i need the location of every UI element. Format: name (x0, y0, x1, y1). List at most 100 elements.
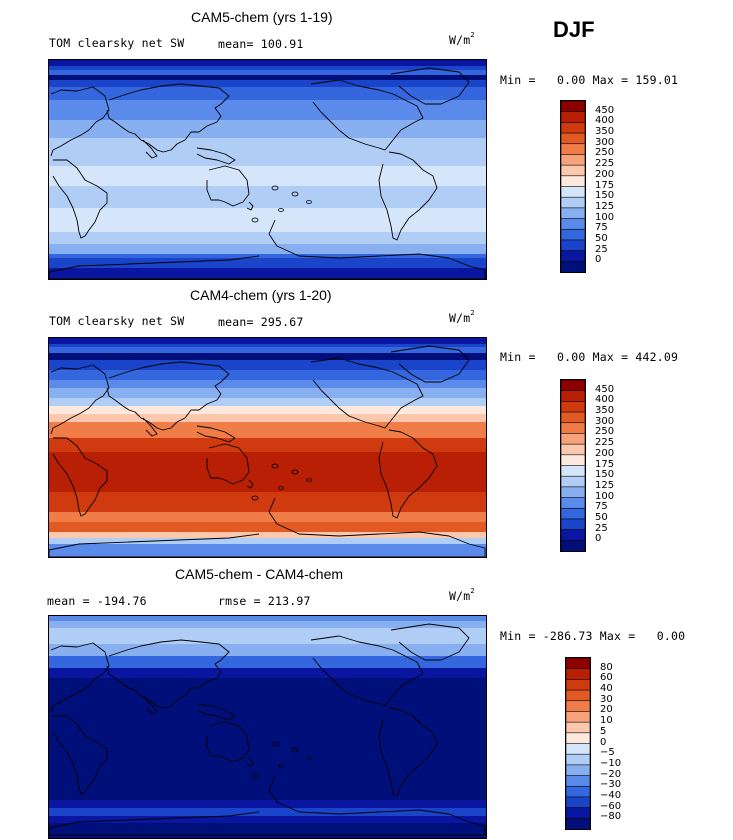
colorbar-tick-label: 0 (600, 736, 607, 748)
colorbar (565, 657, 591, 830)
field-band (49, 538, 486, 545)
colorbar-swatch (561, 486, 585, 499)
min-max-label: Min = 0.00 Max = 442.09 (500, 350, 679, 364)
colorbar-tick-label: 200 (595, 168, 615, 180)
map-field (49, 60, 486, 279)
field-band (49, 544, 486, 557)
colorbar-tick-label: 125 (595, 479, 615, 491)
colorbar-tick-label: 80 (600, 661, 613, 673)
island-outline (291, 747, 299, 753)
field-band (49, 166, 486, 187)
colorbar-swatch (561, 422, 585, 435)
field-band (49, 800, 486, 809)
coastline (378, 429, 438, 519)
field-band (49, 100, 486, 121)
panel-title: CAM5-chem - CAM4-chem (175, 566, 344, 582)
colorbar-swatch (561, 380, 585, 392)
colorbar-swatch (561, 143, 585, 156)
map-plot (48, 615, 487, 839)
island-outline (251, 217, 259, 223)
colorbar-swatch (561, 218, 585, 231)
island-outline (271, 741, 279, 747)
colorbar-tick-label: 0 (595, 254, 602, 266)
coastline (50, 364, 110, 435)
field-band (49, 823, 486, 838)
field-band (49, 360, 486, 371)
colorbar-tick-label: 25 (595, 243, 608, 255)
field-band (49, 344, 486, 348)
field-band (49, 794, 486, 801)
colorbar-tick-label: −20 (600, 768, 622, 780)
colorbar (560, 100, 586, 273)
field-band (49, 492, 486, 513)
colorbar-tick-label: 75 (595, 501, 608, 513)
colorbar-swatch (561, 207, 585, 220)
map-plot (48, 337, 487, 558)
colorbar-swatch (561, 529, 585, 542)
colorbar-tick-label: 250 (595, 426, 615, 438)
field-band (49, 438, 486, 453)
field-band (49, 70, 486, 76)
coastline (206, 443, 250, 485)
colorbar-tick-label: 60 (600, 672, 613, 684)
panel-title: CAM5-chem (yrs 1-19) (191, 9, 333, 25)
colorbar-swatch (561, 164, 585, 177)
island-outline (271, 185, 279, 191)
colorbar-swatch (561, 239, 585, 252)
colorbar-swatch (561, 122, 585, 134)
island-outline (278, 208, 284, 212)
units-label: W/m2 (449, 587, 475, 603)
colorbar (560, 379, 586, 552)
colorbar-ticks: 450 400 350 300 250 225 200 175 150 125 100 75 50 25 0 (595, 379, 635, 550)
field-band (49, 452, 486, 493)
colorbar-ticks: 450 400 350 300 250 225 200 175 150 125 100 75 50 25 0 (595, 100, 635, 271)
coastline (49, 775, 486, 836)
field-band (49, 268, 486, 279)
colorbar-swatch (561, 175, 585, 188)
season-label: DJF (553, 17, 595, 42)
panel-title: CAM4-chem (yrs 1-20) (190, 287, 332, 303)
coastline (52, 159, 108, 239)
field-band (49, 155, 486, 167)
field-band (49, 616, 486, 622)
coastline (106, 83, 230, 153)
field-band (49, 87, 486, 101)
colorbar-tick-label: −80 (600, 811, 622, 823)
field-band (49, 422, 486, 439)
colorbar-swatch (566, 711, 590, 724)
field-band (49, 808, 486, 817)
colorbar-swatch (566, 700, 590, 713)
colorbar-swatch (561, 433, 585, 446)
colorbar-swatch (561, 390, 585, 403)
island-outline (306, 478, 312, 482)
field-band (49, 668, 486, 679)
coastline (142, 417, 158, 437)
colorbar-swatch (566, 753, 590, 766)
island-outline (306, 756, 312, 760)
colorbar-tick-label: 200 (595, 447, 615, 459)
island-outline (278, 486, 284, 490)
min-max-label: Min = -286.73 Max = 0.00 (500, 629, 686, 643)
colorbar-swatch (561, 507, 585, 520)
mean-label: mean= 100.91 (218, 37, 304, 51)
colorbar-tick-label: 5 (600, 725, 607, 737)
coastline (246, 201, 254, 211)
island-outline (291, 191, 299, 197)
colorbar-tick-label: 300 (595, 136, 615, 148)
map-field (49, 338, 486, 557)
map-plot (48, 59, 487, 280)
coastline (49, 497, 486, 557)
colorbar-tick-label: 175 (595, 179, 615, 191)
colorbar-tick-label: 400 (595, 115, 615, 127)
field-band (49, 522, 486, 533)
colorbar-swatch (566, 764, 590, 777)
coastline (50, 86, 110, 157)
field-band (49, 656, 486, 669)
colorbar-tick-label: 40 (600, 683, 613, 695)
coastline (378, 151, 438, 241)
coastline (50, 642, 110, 713)
field-band (49, 120, 486, 139)
coastline (106, 361, 230, 431)
coastline (390, 623, 470, 661)
colorbar-tick-label: −10 (600, 757, 622, 769)
